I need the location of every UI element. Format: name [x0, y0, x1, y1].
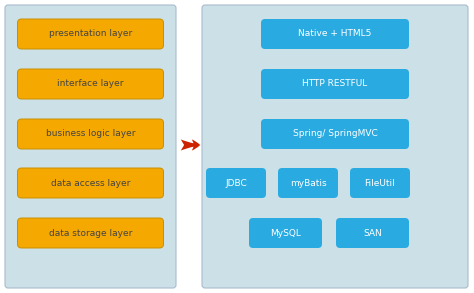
FancyBboxPatch shape: [18, 69, 164, 99]
Text: FileUtil: FileUtil: [365, 178, 395, 188]
FancyBboxPatch shape: [278, 168, 338, 198]
Text: presentation layer: presentation layer: [49, 30, 132, 38]
FancyBboxPatch shape: [261, 69, 409, 99]
FancyBboxPatch shape: [261, 119, 409, 149]
Text: interface layer: interface layer: [57, 79, 124, 88]
Text: SAN: SAN: [363, 229, 382, 238]
FancyBboxPatch shape: [18, 119, 164, 149]
FancyBboxPatch shape: [249, 218, 322, 248]
Text: Spring/ SpringMVC: Spring/ SpringMVC: [292, 130, 377, 139]
Text: MySQL: MySQL: [270, 229, 301, 238]
Text: HTTP RESTFUL: HTTP RESTFUL: [302, 79, 368, 88]
Text: JDBC: JDBC: [225, 178, 247, 188]
FancyBboxPatch shape: [202, 5, 468, 288]
FancyBboxPatch shape: [18, 218, 164, 248]
Text: data access layer: data access layer: [51, 178, 130, 188]
Text: Native + HTML5: Native + HTML5: [298, 30, 372, 38]
FancyBboxPatch shape: [336, 218, 409, 248]
Text: business logic layer: business logic layer: [46, 130, 135, 139]
FancyBboxPatch shape: [261, 19, 409, 49]
Text: data storage layer: data storage layer: [49, 229, 132, 238]
FancyBboxPatch shape: [5, 5, 176, 288]
FancyBboxPatch shape: [350, 168, 410, 198]
FancyBboxPatch shape: [206, 168, 266, 198]
FancyBboxPatch shape: [18, 19, 164, 49]
Text: myBatis: myBatis: [290, 178, 326, 188]
FancyBboxPatch shape: [18, 168, 164, 198]
